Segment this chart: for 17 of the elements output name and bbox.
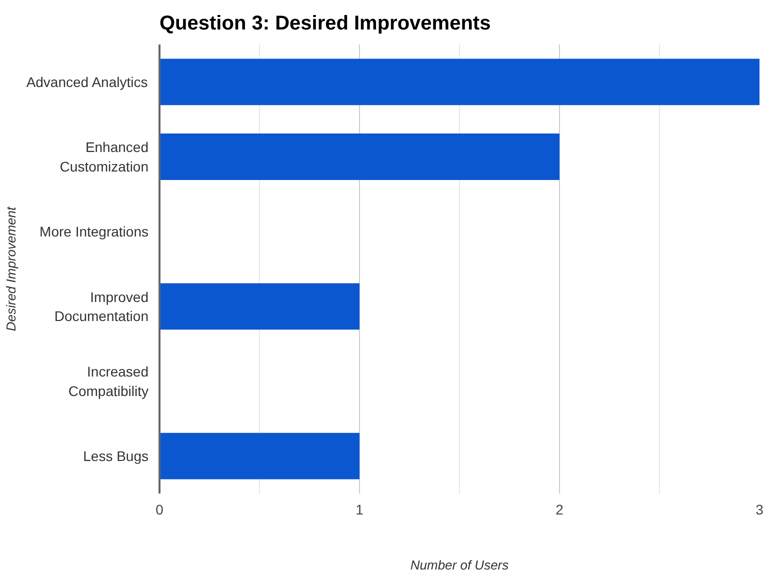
y-tick-label: Advanced Analytics [26, 74, 148, 90]
x-tick-label: 1 [356, 502, 364, 518]
y-axis-title: Desired Improvement [3, 205, 18, 332]
chart-title: Question 3: Desired Improvements [160, 12, 491, 34]
x-tick-label: 3 [756, 502, 764, 518]
y-tick-label: More Integrations [40, 224, 149, 240]
bar [160, 134, 560, 180]
y-tick-label: Enhanced Customization [60, 139, 149, 174]
bar [160, 432, 360, 480]
bar [160, 58, 760, 106]
bar [160, 283, 360, 330]
x-tick-label: 0 [156, 502, 164, 518]
y-tick-label: Improved Documentation [54, 288, 149, 324]
y-tick-label: Less Bugs [83, 448, 149, 464]
x-axis-title: Number of Users [410, 558, 510, 572]
x-tick-label: 2 [556, 502, 564, 518]
y-tick-label: Increased Compatibility [68, 364, 149, 399]
